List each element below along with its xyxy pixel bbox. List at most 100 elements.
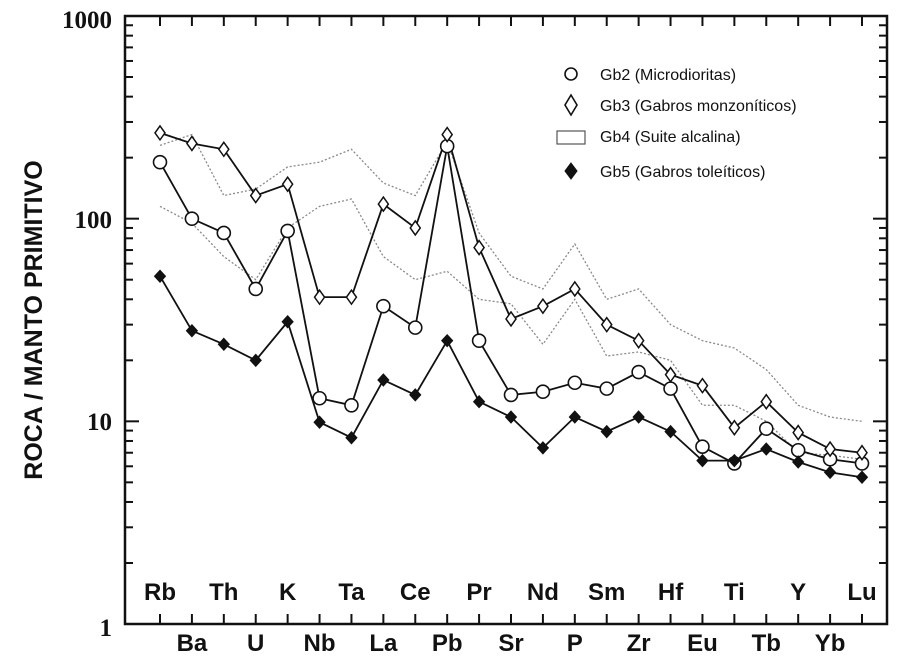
gb2-point xyxy=(248,281,264,297)
gb3-point xyxy=(377,195,390,213)
ytick-label-1000: 1000 xyxy=(62,7,112,34)
gb3-point xyxy=(856,444,868,462)
gb5-point xyxy=(504,410,518,424)
gb3-point xyxy=(568,280,581,298)
xtick-label-ti: Ti xyxy=(724,579,745,606)
gb3-point xyxy=(345,288,358,306)
gb3-point xyxy=(728,419,741,437)
gb2-point xyxy=(280,223,295,239)
series-markers xyxy=(152,124,870,484)
gb3-point xyxy=(696,377,709,394)
gb2-point xyxy=(663,381,678,396)
gb3-point xyxy=(154,124,166,142)
axis-ticks xyxy=(125,15,887,625)
gb5-point xyxy=(281,315,294,329)
gb5-point xyxy=(760,442,773,456)
gb2-point xyxy=(216,225,232,241)
xtick-label-sm: Sm xyxy=(588,579,625,606)
xtick-label-nd: Nd xyxy=(527,579,559,606)
gb5-point xyxy=(313,415,326,429)
xtick-label-rb: Rb xyxy=(144,579,176,606)
gb3-point xyxy=(760,393,773,410)
xtick-label-zr: Zr xyxy=(627,630,651,656)
gb5-point xyxy=(409,388,422,402)
ytick-label-10: 10 xyxy=(87,409,112,436)
y-axis-label: ROCA / MANTO PRIMITIVO xyxy=(20,160,48,479)
gb5-point xyxy=(632,410,645,424)
gb3-point xyxy=(217,140,230,158)
xtick-label-tb: Tb xyxy=(752,630,781,656)
xtick-label-k: K xyxy=(279,579,297,606)
legend-label-gb3: Gb3 (Gabros monzoníticos) xyxy=(600,98,797,115)
gb2-point xyxy=(695,439,710,454)
gb2-point xyxy=(376,298,391,314)
gb3-point xyxy=(313,288,326,306)
gb3-point xyxy=(664,366,677,383)
xtick-label-sr: Sr xyxy=(498,630,523,656)
gb3-point xyxy=(473,239,486,256)
legend-label-gb2: Gb2 (Microdioritas) xyxy=(600,67,736,84)
gb3-point xyxy=(824,440,837,458)
xtick-label-la: La xyxy=(369,630,398,656)
xtick-label-yb: Yb xyxy=(815,630,846,656)
legend: Gb2 (Microdioritas) Gb3 (Gabros monzonít… xyxy=(556,67,797,181)
legend-band-icon xyxy=(556,130,586,145)
gb2-point xyxy=(503,387,519,403)
xtick-label-th: Th xyxy=(209,579,238,606)
gb5-point xyxy=(664,424,677,439)
gb2-point xyxy=(184,211,200,226)
gb5-point xyxy=(249,353,262,368)
gb5-point xyxy=(728,453,741,468)
gb5-point xyxy=(792,455,805,469)
gb5-point xyxy=(823,465,837,480)
ytick-label-100: 100 xyxy=(75,207,113,234)
xtick-label-nb: Nb xyxy=(304,630,336,656)
xtick-label-p: P xyxy=(567,630,583,656)
gb3-point xyxy=(600,316,613,333)
gb2-point xyxy=(312,390,327,406)
gb3-point xyxy=(441,126,454,143)
gb5-point xyxy=(696,453,709,468)
legend-circle-icon xyxy=(564,67,578,81)
gb5-point xyxy=(345,430,358,445)
gb2-point xyxy=(631,364,646,380)
gb5-point xyxy=(472,394,486,409)
xtick-label-pb: Pb xyxy=(432,630,463,656)
gb3-point xyxy=(281,175,294,193)
gb5-point xyxy=(536,441,550,455)
gb3-point xyxy=(536,297,549,315)
xtick-label-ba: Ba xyxy=(177,630,208,656)
gb2-point xyxy=(535,384,551,400)
gb4-band xyxy=(159,133,863,460)
xtick-label-hf: Hf xyxy=(658,579,684,606)
gb2-point xyxy=(567,375,583,391)
gb2-point xyxy=(790,442,806,458)
gb3-point xyxy=(185,135,198,152)
gb5-point xyxy=(568,410,581,424)
legend-label-gb5: Gb5 (Gabros toleíticos) xyxy=(600,164,765,181)
gb5-point xyxy=(217,337,230,352)
gb2-point xyxy=(758,421,774,436)
gb5-point xyxy=(153,269,167,283)
legend-diamond-icon xyxy=(564,93,578,117)
gb5-point xyxy=(441,333,454,348)
gb3-point xyxy=(632,332,645,349)
xtick-label-lu: Lu xyxy=(847,579,876,606)
gb2-point xyxy=(599,381,615,396)
ytick-label-1: 1 xyxy=(100,615,113,642)
gb3-point xyxy=(249,187,262,204)
gb5-point xyxy=(185,323,199,338)
gb5-point xyxy=(855,470,869,484)
plot-frame xyxy=(123,14,889,626)
gb3-point xyxy=(409,219,422,237)
gb3-point xyxy=(792,424,805,441)
gb5-point xyxy=(377,373,390,387)
xtick-label-eu: Eu xyxy=(687,630,718,656)
gb2-point xyxy=(344,397,359,413)
xtick-label-u: U xyxy=(247,630,264,656)
gb5-point xyxy=(600,424,613,439)
xtick-label-pr: Pr xyxy=(466,579,491,606)
gb2-point xyxy=(471,333,487,348)
